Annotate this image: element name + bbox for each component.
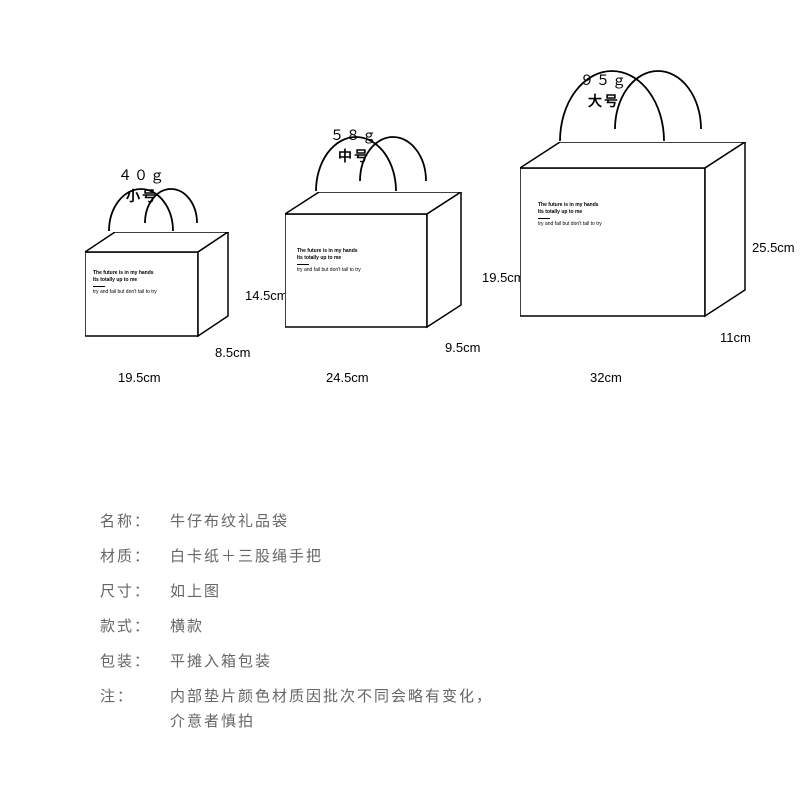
bag-print-text: The future is in my handsIts totally up … (297, 248, 361, 274)
dim-depth-medium: 9.5cm (445, 340, 480, 355)
spec-note: 注：内部垫片颜色材质因批次不同会略有变化， (100, 685, 700, 706)
bag-small: The future is in my handsIts totally up … (85, 188, 240, 338)
spec-note-cont: 介意者慎拍 (100, 710, 700, 731)
bag-handles-icon (520, 70, 760, 142)
bag-handles-icon (85, 188, 240, 232)
spec-value: 介意者慎拍 (170, 710, 700, 731)
spec-value: 如上图 (170, 580, 700, 601)
bag-handles-icon (285, 136, 477, 192)
spec-value: 牛仔布纹礼品袋 (170, 510, 700, 531)
spec-row: 名称：牛仔布纹礼品袋 (100, 510, 700, 531)
spec-label: 款式： (100, 615, 170, 636)
dim-width-medium: 24.5cm (326, 370, 369, 385)
spec-value: 白卡纸＋三股绳手把 (170, 545, 700, 566)
dim-width-large: 32cm (590, 370, 622, 385)
bag-large: The future is in my handsIts totally up … (520, 70, 760, 318)
bag-box-icon (520, 142, 760, 318)
bag-weight: ４０ｇ (118, 165, 166, 186)
spec-row: 尺寸：如上图 (100, 580, 700, 601)
dim-height-small: 14.5cm (245, 288, 288, 303)
spec-label: 尺寸： (100, 580, 170, 601)
spec-value: 内部垫片颜色材质因批次不同会略有变化， (170, 685, 700, 706)
spec-row: 材质：白卡纸＋三股绳手把 (100, 545, 700, 566)
bag-print-text: The future is in my handsIts totally up … (538, 202, 602, 228)
spec-row: 款式：横款 (100, 615, 700, 636)
spec-value: 平摊入箱包装 (170, 650, 700, 671)
spec-label: 包装： (100, 650, 170, 671)
bag-print-text: The future is in my handsIts totally up … (93, 270, 157, 296)
spec-label: 名称： (100, 510, 170, 531)
dim-width-small: 19.5cm (118, 370, 161, 385)
spec-row: 包装：平摊入箱包装 (100, 650, 700, 671)
dim-height-medium: 19.5cm (482, 270, 525, 285)
bag-diagram-area: ４０ｇ小号 The future is in my handsIts total… (0, 60, 800, 480)
spec-value: 横款 (170, 615, 700, 636)
dim-depth-small: 8.5cm (215, 345, 250, 360)
dim-depth-large: 11cm (720, 330, 751, 345)
spec-label: 注： (100, 685, 170, 706)
product-spec-list: 名称：牛仔布纹礼品袋材质：白卡纸＋三股绳手把尺寸：如上图款式：横款包装：平摊入箱… (100, 510, 700, 745)
dim-height-large: 25.5cm (752, 240, 795, 255)
spec-label (100, 710, 170, 731)
spec-label: 材质： (100, 545, 170, 566)
bag-medium: The future is in my handsIts totally up … (285, 136, 477, 329)
